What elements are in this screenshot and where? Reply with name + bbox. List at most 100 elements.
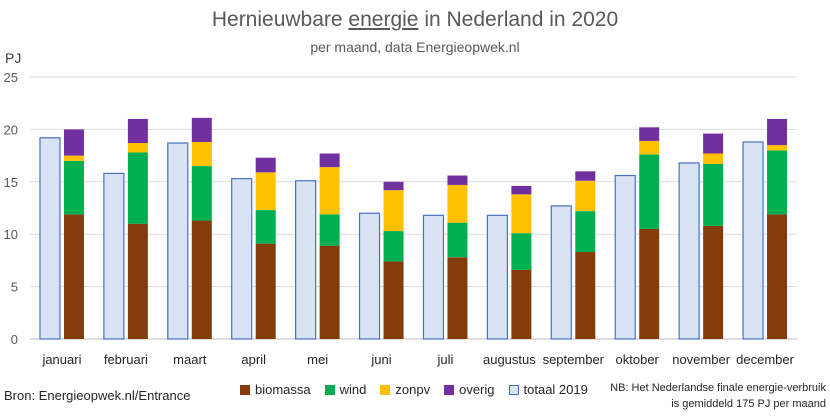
chart-title: Hernieuwbare energie in Nederland in 202… xyxy=(0,8,830,32)
legend-label-totaal-2019: totaal 2019 xyxy=(523,382,588,397)
bar-overig-mei xyxy=(319,153,340,168)
bar-totaal-2019-oktober xyxy=(614,174,636,340)
bar-overig-november xyxy=(703,133,724,154)
legend-swatch-overig xyxy=(444,384,455,395)
bar-wind-augustus xyxy=(511,233,532,270)
bar-wind-mei xyxy=(319,214,340,246)
bar-totaal-2019-april xyxy=(231,178,253,340)
x-tick-april: april xyxy=(241,352,266,367)
bar-zonpv-december xyxy=(767,145,788,151)
bar-biomassa-januari xyxy=(63,214,84,339)
bar-wind-maart xyxy=(191,166,212,221)
bar-zonpv-juni xyxy=(383,190,404,232)
legend-label-wind: wind xyxy=(339,382,367,397)
bar-totaal-2019-februari xyxy=(103,172,125,340)
bar-totaal-2019-augustus xyxy=(486,214,508,340)
bar-overig-januari xyxy=(63,129,84,156)
bar-biomassa-juni xyxy=(383,261,404,339)
x-tick-augustus: augustus xyxy=(483,352,536,367)
bar-wind-januari xyxy=(63,160,84,215)
legend-swatch-totaal-2019 xyxy=(508,384,519,395)
bar-overig-augustus xyxy=(511,185,532,195)
legend-item-totaal-2019: totaal 2019 xyxy=(508,382,588,397)
legend-item-overig: overig xyxy=(444,382,495,397)
bar-zonpv-juli xyxy=(447,184,468,223)
legend-swatch-biomassa xyxy=(240,384,250,395)
bar-totaal-2019-september xyxy=(550,205,572,340)
bar-overig-februari xyxy=(127,118,148,144)
bar-totaal-2019-maart xyxy=(167,142,189,340)
bar-zonpv-oktober xyxy=(639,140,660,155)
bar-zonpv-november xyxy=(703,153,724,164)
x-tick-labels: januari februari maart april mei juni juli augu… xyxy=(41,352,794,367)
x-tick-november: november xyxy=(672,352,730,367)
x-tick-december: december xyxy=(736,352,794,367)
legend: biomassa wind zonpv overig totaal 2019 xyxy=(240,382,602,397)
bar-wind-november xyxy=(703,163,724,226)
legend-label-overig: overig xyxy=(459,382,495,397)
title-underlined: energie xyxy=(348,8,419,31)
bar-biomassa-februari xyxy=(127,223,148,339)
bar-zonpv-april xyxy=(255,172,276,211)
x-tick-mei: mei xyxy=(307,352,328,367)
bar-biomassa-augustus xyxy=(511,269,532,339)
grid-lines xyxy=(30,76,797,340)
bar-wind-oktober xyxy=(639,154,660,229)
chart-subtitle: per maand, data Energieopwek.nl xyxy=(310,39,520,55)
bar-zonpv-februari xyxy=(127,143,148,153)
bar-wind-juni xyxy=(383,231,404,262)
legend-item-biomassa: biomassa xyxy=(240,382,311,397)
y-tick-5: 5 xyxy=(11,280,18,295)
bar-totaal-2019-juni xyxy=(358,212,381,340)
y-tick-25: 25 xyxy=(4,70,18,85)
x-tick-juli: juli xyxy=(437,352,454,367)
y-tick-15: 15 xyxy=(4,175,18,190)
bar-biomassa-juli xyxy=(447,257,468,339)
title-post: in Nederland in 2020 xyxy=(418,8,619,31)
y-tick-labels: 0 5 10 15 20 25 xyxy=(4,70,18,347)
bar-overig-maart xyxy=(191,117,212,142)
bar-zonpv-september xyxy=(575,180,596,212)
bar-totaal-2019-december xyxy=(742,141,764,340)
bar-overig-september xyxy=(575,171,596,181)
bars xyxy=(39,117,788,340)
x-tick-juni: juni xyxy=(370,352,391,367)
bar-overig-juli xyxy=(447,175,468,185)
bar-wind-februari xyxy=(127,152,148,224)
legend-swatch-zonpv xyxy=(380,384,391,395)
footnote: NB: Het Nederlandse finale energie-verbr… xyxy=(610,382,826,410)
legend-swatch-wind xyxy=(324,384,335,395)
bar-wind-september xyxy=(575,211,596,253)
y-axis-label: PJ xyxy=(5,50,21,66)
bar-overig-juni xyxy=(383,181,404,191)
bar-overig-december xyxy=(767,118,788,146)
bar-biomassa-december xyxy=(767,214,788,339)
bar-biomassa-november xyxy=(703,225,724,339)
bar-biomassa-mei xyxy=(319,245,340,339)
bar-biomassa-april xyxy=(255,243,276,339)
legend-item-zonpv: zonpv xyxy=(380,382,430,397)
bar-zonpv-mei xyxy=(319,167,340,215)
y-tick-0: 0 xyxy=(11,332,18,347)
bar-wind-juli xyxy=(447,222,468,258)
x-tick-september: september xyxy=(543,352,605,367)
bar-zonpv-januari xyxy=(63,155,84,161)
bar-totaal-2019-juli xyxy=(422,214,445,340)
x-tick-maart: maart xyxy=(173,352,207,367)
title-pre: Hernieuwbare xyxy=(211,8,349,31)
source-note: Bron: Energieopwek.nl/Entrance xyxy=(4,388,191,403)
bar-totaal-2019-januari xyxy=(39,137,61,340)
y-tick-20: 20 xyxy=(4,122,18,137)
bar-biomassa-maart xyxy=(191,220,212,339)
bar-zonpv-maart xyxy=(191,141,212,167)
bar-biomassa-oktober xyxy=(639,228,660,339)
legend-item-wind: wind xyxy=(324,382,367,397)
bar-totaal-2019-november xyxy=(678,162,700,340)
bar-wind-december xyxy=(767,150,788,215)
bar-overig-oktober xyxy=(639,127,660,141)
bar-totaal-2019-mei xyxy=(295,180,317,340)
legend-label-zonpv: zonpv xyxy=(395,382,431,397)
x-tick-oktober: oktober xyxy=(616,352,660,367)
bar-zonpv-augustus xyxy=(511,194,532,234)
